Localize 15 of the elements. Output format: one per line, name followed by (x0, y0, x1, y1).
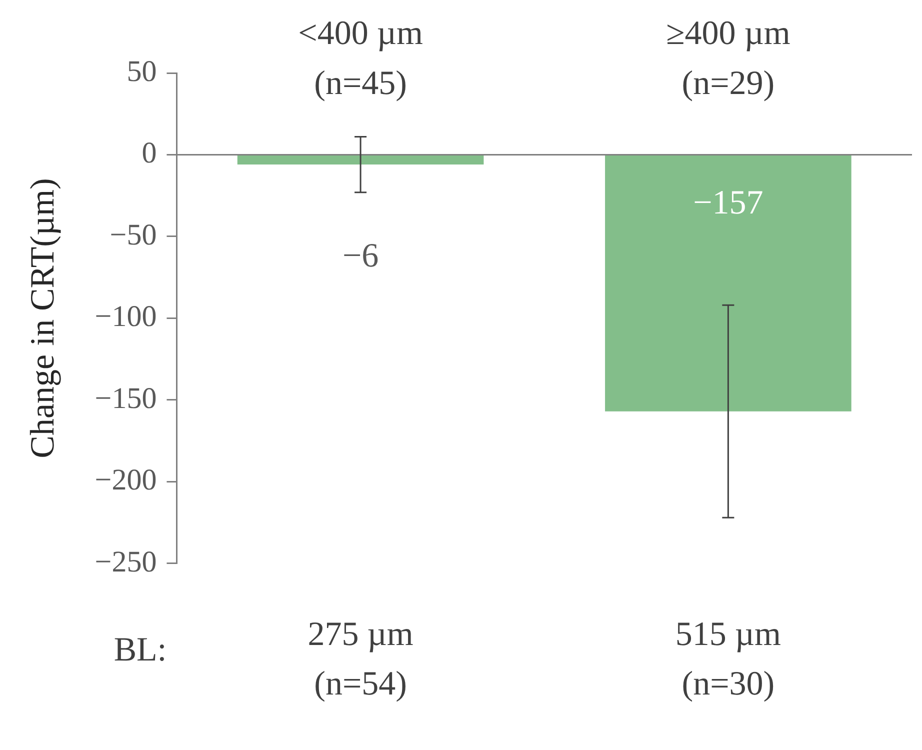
y-tick-label: 50 (126, 54, 157, 88)
y-axis-title: Change in CRT(µm) (24, 178, 62, 458)
y-tick-label: −200 (94, 464, 157, 497)
y-tick-label: −100 (94, 300, 157, 334)
annotation: <400 µm (n=45) (298, 14, 423, 102)
y-tick-label: −50 (110, 218, 157, 252)
x-axis-title: BL: (114, 631, 167, 668)
y-tick-label: −250 (94, 545, 157, 578)
data-label: −6 (342, 237, 379, 274)
x-tick-label: 275 µm (n=54) (308, 616, 414, 702)
y-tick-label: −150 (94, 382, 157, 415)
annotation: ≥400 µm (n=29) (666, 14, 790, 102)
y-tick-label: 0 (142, 136, 157, 170)
x-tick-label: 515 µm (n=30) (675, 616, 781, 702)
data-label: −157 (693, 184, 764, 222)
